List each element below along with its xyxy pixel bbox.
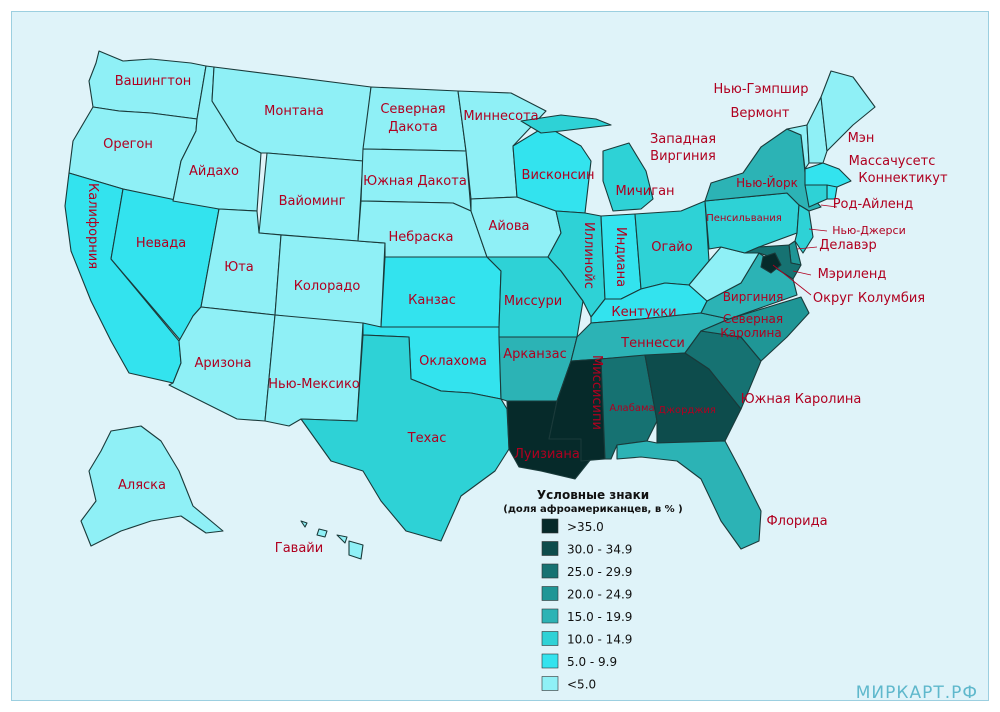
- state-new-jersey: [794, 204, 814, 254]
- label-wyoming: Вайоминг: [279, 194, 346, 209]
- legend-swatch-0: [541, 518, 559, 534]
- state-massachusetts: [804, 162, 852, 188]
- legend-label-1: 30.0 - 34.9: [567, 543, 632, 557]
- legend-label-6: 5.0 - 9.9: [567, 655, 617, 669]
- legend-swatch-7: [541, 676, 559, 691]
- label-kentucky: Кентукки: [611, 305, 676, 320]
- label-florida: Флорида: [766, 514, 827, 529]
- label-pennsylvania: Пенсильвания: [706, 213, 782, 224]
- legend-label-5: 10.0 - 14.9: [567, 633, 632, 647]
- map-frame: Вашингтон Орегон Калифорния Невада Айдах…: [11, 11, 989, 701]
- state-new-mexico: [264, 314, 364, 427]
- state-vermont: [786, 124, 810, 170]
- state-new-hampshire: [806, 96, 828, 164]
- label-west-virginia-2: Виргиния: [650, 149, 716, 164]
- label-texas: Техас: [407, 431, 447, 446]
- legend: Условные знаки (доля афроамериканцев, в …: [503, 488, 682, 692]
- label-ohio: Огайо: [651, 240, 692, 255]
- legend-title: Условные знаки: [537, 488, 649, 502]
- legend-swatch-2: [541, 563, 559, 579]
- label-vermont: Вермонт: [730, 106, 789, 121]
- label-new-york: Нью-Йорк: [736, 175, 798, 190]
- legend-subtitle: (доля афроамериканцев, в % ): [503, 503, 682, 515]
- label-maine: Мэн: [848, 131, 875, 146]
- label-north-dakota-2: Дакота: [388, 120, 437, 135]
- legend-swatch-1: [541, 541, 559, 556]
- state-michigan: [520, 114, 654, 212]
- label-new-mexico: Нью-Мексико: [268, 377, 360, 392]
- watermark: МИРКАРТ.РФ: [856, 683, 978, 701]
- state-alaska: [80, 425, 224, 547]
- us-map: Вашингтон Орегон Калифорния Невада Айдах…: [64, 50, 978, 701]
- legend-label-0: >35.0: [567, 520, 604, 534]
- label-michigan: Мичиган: [615, 184, 674, 199]
- label-connecticut: Коннектикут: [858, 171, 948, 186]
- label-illinois: Иллинойс: [581, 222, 596, 289]
- state-illinois: [547, 210, 606, 318]
- label-arizona: Аризона: [195, 356, 252, 371]
- label-rhode-island: Род-Айленд: [833, 197, 914, 212]
- label-montana: Монтана: [264, 104, 324, 119]
- label-alaska: Аляска: [118, 478, 166, 493]
- state-texas: [300, 334, 510, 542]
- label-wisconsin: Висконсин: [522, 168, 595, 183]
- legend-label-2: 25.0 - 29.9: [567, 565, 632, 579]
- label-washington: Вашингтон: [115, 74, 192, 89]
- label-missouri: Миссури: [504, 294, 562, 309]
- state-florida: [616, 440, 762, 550]
- label-new-hampshire: Нью-Гэмпшир: [713, 82, 808, 97]
- label-idaho: Айдахо: [189, 164, 239, 179]
- label-massachusetts: Массачусетс: [849, 154, 936, 169]
- label-oklahoma: Оклахома: [419, 354, 487, 369]
- legend-label-4: 15.0 - 19.9: [567, 610, 632, 624]
- label-alabama: Алабама: [609, 403, 654, 414]
- label-virginia: Виргиния: [723, 290, 784, 304]
- state-maine: [820, 70, 876, 152]
- state-kansas: [380, 256, 502, 328]
- legend-label-3: 20.0 - 24.9: [567, 588, 632, 602]
- label-mississippi: Миссисипи: [589, 355, 604, 430]
- label-dc: Округ Колумбия: [813, 291, 925, 306]
- state-labels: Вашингтон Орегон Калифорния Невада Айдах…: [85, 74, 948, 556]
- label-north-dakota-1: Северная: [380, 102, 445, 117]
- label-tennessee: Теннесси: [620, 336, 685, 351]
- label-south-carolina: Южная Каролина: [741, 392, 862, 407]
- label-colorado: Колорадо: [294, 279, 361, 294]
- label-oregon: Орегон: [103, 137, 153, 152]
- label-delaware: Делавэр: [819, 238, 876, 253]
- label-indiana: Индиана: [613, 227, 628, 287]
- label-nevada: Невада: [136, 236, 186, 251]
- label-arkansas: Арканзас: [503, 347, 567, 362]
- label-maryland: Мэриленд: [818, 267, 887, 282]
- legend-swatch-4: [541, 608, 559, 624]
- legend-swatch-6: [541, 653, 559, 669]
- label-georgia: Джорджия: [658, 405, 716, 416]
- label-california: Калифорния: [85, 183, 100, 269]
- label-nebraska: Небраска: [389, 230, 454, 245]
- state-dc: [760, 252, 782, 274]
- leader-lines: [772, 204, 838, 296]
- label-louisiana: Луизиана: [514, 447, 580, 462]
- legend-items: >35.0 30.0 - 34.9 25.0 - 29.9 20.0 - 24.9 15…: [541, 518, 632, 692]
- state-connecticut: [804, 184, 828, 208]
- legend-swatch-5: [541, 631, 559, 646]
- state-north-dakota: [362, 86, 467, 152]
- label-new-jersey: Нью-Джерси: [832, 224, 905, 237]
- label-utah: Юта: [224, 260, 254, 275]
- label-kansas: Канзас: [408, 293, 456, 308]
- label-south-dakota: Южная Дакота: [363, 174, 467, 189]
- legend-label-7: <5.0: [567, 678, 596, 692]
- label-iowa: Айова: [489, 219, 530, 234]
- label-west-virginia-1: Западная: [650, 132, 716, 147]
- legend-swatch-3: [541, 586, 559, 601]
- label-minnesota: Миннесота: [463, 109, 538, 124]
- label-north-carolina-1: Северная: [723, 312, 783, 326]
- state-hawaii: [300, 520, 364, 560]
- label-hawaii: Гавайи: [275, 541, 323, 556]
- label-north-carolina-2: Каролина: [720, 326, 782, 340]
- state-shapes: [64, 50, 876, 560]
